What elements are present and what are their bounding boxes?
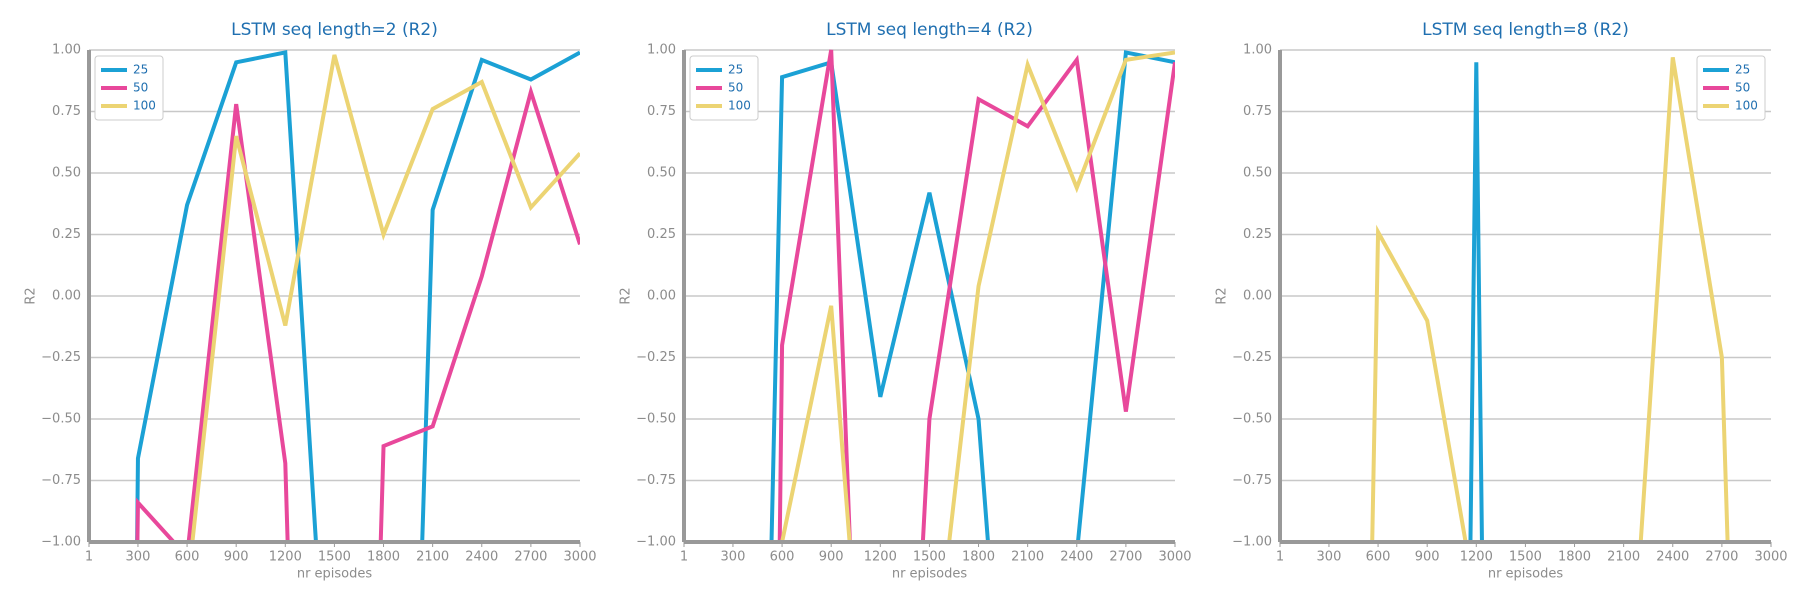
y-tick-label: 0.00 [647,289,676,304]
x-tick-label: 2400 [1656,550,1689,565]
y-tick-label: −0.75 [41,473,81,488]
x-tick-label: 300 [126,550,151,565]
y-axis-label: R2 [24,287,39,304]
legend-label: 100 [728,99,751,113]
legend-label: 100 [133,99,156,113]
x-tick-label: 2700 [1705,550,1738,565]
x-tick-label: 900 [224,550,249,565]
series-line [135,84,580,542]
x-tick-label: 2100 [416,550,449,565]
legend-label: 50 [133,81,148,95]
x-tick-label: 1 [680,550,688,565]
y-tick-label: −0.75 [1232,473,1272,488]
legend-label: 25 [133,63,148,77]
subplot: LSTM seq length=2 (R2) −1.00 −0.75 −0.50 −0.… [24,20,597,582]
y-tick-label: −0.75 [636,473,676,488]
x-tick-label: 1200 [269,550,302,565]
series-line [1370,57,1730,542]
x-tick-label: 1800 [962,550,995,565]
x-tick-label: 2400 [465,550,498,565]
x-tick-label: 1800 [1558,550,1591,565]
series-line [769,50,1175,542]
subplot: LSTM seq length=4 (R2) −1.00 −0.75 −0.50 −0.… [619,20,1192,582]
x-tick-label: 2400 [1060,550,1093,565]
y-tick-label: 0.25 [52,227,81,242]
x-tick-label: 2700 [1109,550,1142,565]
legend: 25 50 100 [1696,55,1766,121]
y-tick-label: −0.25 [636,350,676,365]
x-tick-label: 3000 [1754,550,1787,565]
y-tick-label: 0.75 [1243,104,1272,119]
x-axis-label: nr episodes [297,567,373,582]
series-line [780,50,1175,542]
x-tick-label: 900 [1415,550,1440,565]
chart-title: LSTM seq length=4 (R2) [826,20,1033,40]
x-tick-label: 3000 [563,550,596,565]
series-line [1468,62,1484,542]
x-tick-label: 900 [819,550,844,565]
y-tick-label: −1.00 [41,535,81,550]
legend: 25 50 100 [689,55,759,121]
x-tick-label: 2100 [1011,550,1044,565]
x-axis-label: nr episodes [1488,567,1564,582]
x-tick-label: 600 [175,550,200,565]
x-tick-label: 1500 [913,550,946,565]
y-axis-label: R2 [619,287,634,304]
x-tick-label: 1500 [318,550,351,565]
series-line [190,54,580,542]
y-tick-label: 0.00 [52,289,81,304]
legend-label: 50 [728,81,743,95]
y-tick-label: −1.00 [636,535,676,550]
y-tick-label: 0.75 [52,104,81,119]
x-tick-label: 1 [85,550,93,565]
x-tick-label: 600 [770,550,795,565]
y-tick-label: −0.25 [41,350,81,365]
y-tick-label: −0.25 [1232,350,1272,365]
x-tick-label: 1200 [1460,550,1493,565]
y-tick-label: −0.50 [41,412,81,427]
y-tick-label: 0.50 [52,166,81,181]
y-tick-label: 0.50 [1243,166,1272,181]
x-tick-label: 300 [721,550,746,565]
legend: 25 50 100 [94,55,164,121]
y-tick-label: 1.00 [1243,43,1272,58]
series-line [135,50,580,542]
x-tick-label: 300 [1317,550,1342,565]
x-tick-label: 1 [1276,550,1284,565]
y-tick-label: 0.75 [647,104,676,119]
chart-title: LSTM seq length=8 (R2) [1422,20,1629,40]
series-line [777,49,1175,542]
y-tick-label: 1.00 [52,43,81,58]
chart-title: LSTM seq length=2 (R2) [231,20,438,40]
x-tick-label: 1200 [864,550,897,565]
x-tick-label: 2100 [1607,550,1640,565]
x-tick-label: 2700 [514,550,547,565]
x-tick-label: 600 [1366,550,1391,565]
x-tick-label: 1500 [1509,550,1542,565]
x-tick-label: 1800 [367,550,400,565]
y-tick-label: −0.50 [1232,412,1272,427]
legend-label: 25 [1735,63,1750,77]
y-tick-label: 1.00 [647,43,676,58]
legend-label: 50 [1735,81,1750,95]
y-axis-label: R2 [1215,287,1230,304]
y-tick-label: 0.25 [647,227,676,242]
y-tick-label: 0.50 [647,166,676,181]
y-tick-label: −1.00 [1232,535,1272,550]
legend-label: 100 [1735,99,1758,113]
y-tick-label: −0.50 [636,412,676,427]
legend-label: 25 [728,63,743,77]
x-axis-label: nr episodes [892,567,968,582]
subplot: LSTM seq length=8 (R2) −1.00 −0.75 −0.50 −0.… [1215,20,1788,582]
x-tick-label: 3000 [1158,550,1191,565]
y-tick-label: 0.25 [1243,227,1272,242]
y-tick-label: 0.00 [1243,289,1272,304]
